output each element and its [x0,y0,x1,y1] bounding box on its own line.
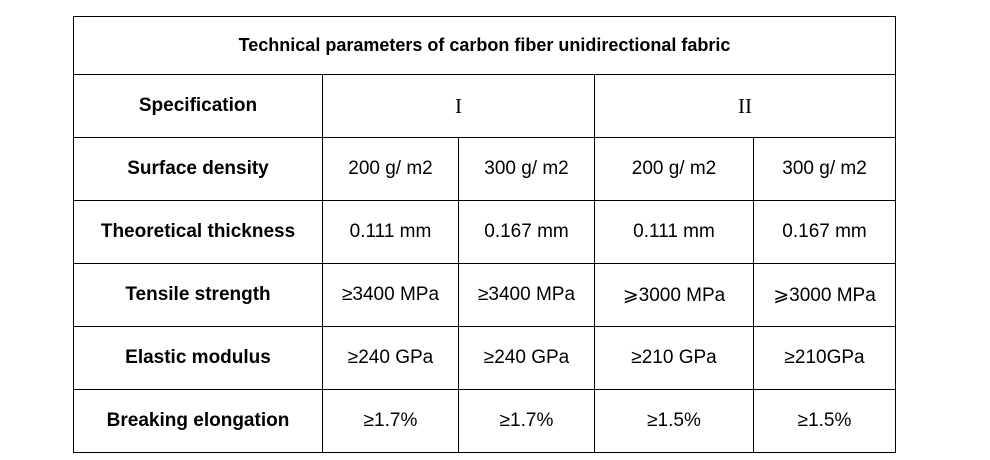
table-cell: 0.167 mm [458,200,595,264]
table-cell: ≥1.7% [458,389,595,453]
row-label: Tensile strength [73,263,323,327]
table-row: Elastic modulus ≥240 GPa ≥240 GPa ≥210 G… [73,326,897,390]
table-cell: 0.111 mm [594,200,754,264]
table-cell: ≥240 GPa [322,326,459,390]
table-row: Tensile strength ≥3400 MPa ≥3400 MPa ⩾30… [73,263,897,327]
table-cell: ≥3400 MPa [322,263,459,327]
table-cell: ≥1.7% [322,389,459,453]
row-label: Theoretical thickness [73,200,323,264]
row-label: Breaking elongation [73,389,323,453]
table-cell: 200 g/ m2 [594,137,754,201]
table-row: Theoretical thickness 0.111 mm 0.167 mm … [73,200,897,264]
table-cell: ≥1.5% [594,389,754,453]
table-title: Technical parameters of carbon fiber uni… [72,16,897,75]
title-row: Technical parameters of carbon fiber uni… [72,16,897,75]
specification-row: Specification I II [73,74,897,138]
parameters-table: Technical parameters of carbon fiber uni… [72,16,897,453]
table-cell: ≥240 GPa [458,326,595,390]
table-cell: 0.111 mm [322,200,459,264]
table-cell: ≥210GPa [752,326,897,390]
row-label: Elastic modulus [73,326,323,390]
table-row: Breaking elongation ≥1.7% ≥1.7% ≥1.5% ≥1… [73,389,897,453]
table-cell: 300 g/ m2 [458,137,595,201]
table-cell: ⩾3000 MPa [594,263,754,327]
table-cell: 0.167 mm [752,200,897,264]
table-cell: ⩾3000 MPa [752,263,897,327]
table-cell: 200 g/ m2 [322,137,459,201]
row-label: Surface density [73,137,323,201]
table-cell: ≥210 GPa [594,326,754,390]
table-row: Surface density 200 g/ m2 300 g/ m2 200 … [73,137,897,201]
group-header-2: II [593,74,897,138]
table-cell: 300 g/ m2 [752,137,897,201]
group-header-1: I [322,74,595,138]
specification-label: Specification [73,74,323,138]
table-cell: ≥3400 MPa [458,263,595,327]
table-cell: ≥1.5% [752,389,897,453]
